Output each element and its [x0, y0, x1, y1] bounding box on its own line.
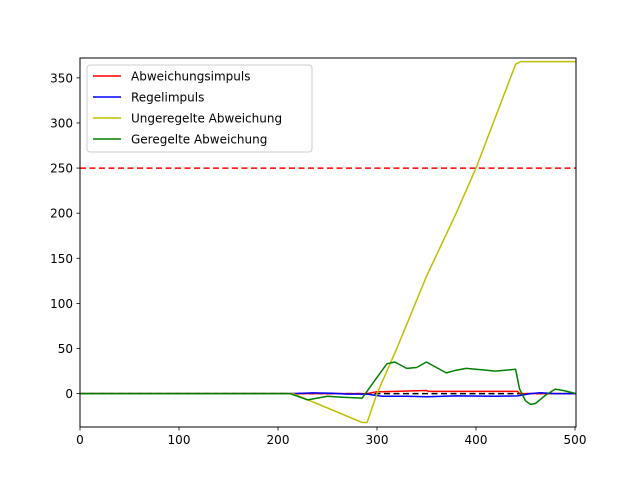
y-tick-label: 250	[50, 162, 73, 176]
x-tick-label: 400	[465, 433, 488, 447]
legend-box	[86, 64, 313, 153]
series-line-3	[80, 361, 577, 406]
plot-frame	[79, 57, 577, 428]
series-line-1	[80, 391, 576, 398]
x-tick-label: 0	[76, 433, 84, 447]
x-tick-label: 200	[267, 433, 290, 447]
series-lines	[80, 60, 577, 424]
legend: Abweichungsimpuls Regelimpuls Ungeregelte …	[86, 64, 313, 153]
x-tick-label: 300	[366, 433, 389, 447]
y-tick-label: 350	[50, 71, 73, 85]
legend-label-1: Regelimpuls	[131, 91, 204, 105]
legend-label-0: Abweichungsimpuls	[131, 70, 250, 84]
x-axis: 0 100 200 300 400 500	[76, 427, 586, 447]
y-tick-label: 50	[58, 342, 73, 356]
y-tick-label: 150	[50, 252, 73, 266]
legend-label-2: Ungeregelte Abweichung	[131, 112, 282, 126]
series-line-2	[80, 60, 576, 424]
y-tick-label: 200	[50, 207, 73, 221]
legend-label-3: Geregelte Abweichung	[131, 133, 267, 147]
x-tick-label: 100	[168, 433, 191, 447]
y-tick-label: 300	[50, 116, 73, 130]
y-tick-label: 100	[50, 297, 73, 311]
series-line-0	[80, 389, 576, 395]
x-tick-label: 500	[564, 433, 587, 447]
y-tick-label: 0	[65, 387, 73, 401]
y-axis: 0 50 100 150 200 250 300 350	[50, 71, 80, 401]
